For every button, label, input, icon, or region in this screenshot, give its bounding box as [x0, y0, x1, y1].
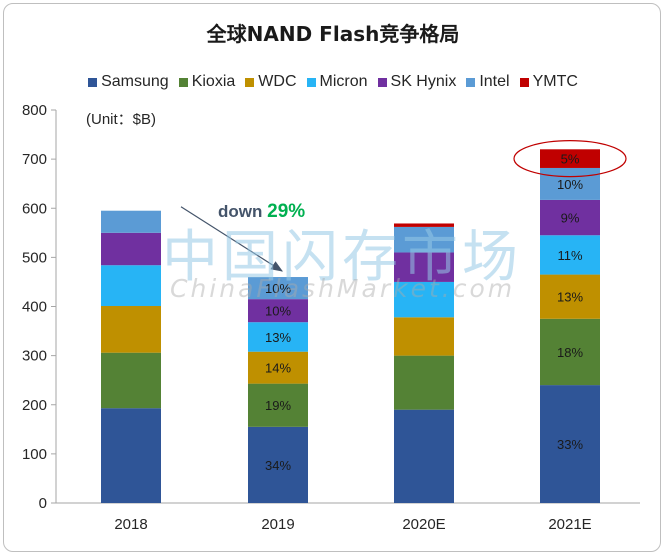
- data-label: 34%: [265, 458, 291, 473]
- legend-label: WDC: [258, 73, 297, 90]
- bar-micron-2020e: [394, 281, 454, 318]
- legend-swatch: [88, 77, 98, 87]
- bar-sk-hynix-2018: [101, 232, 161, 266]
- bar-samsung-2019: [248, 426, 308, 503]
- x-tick-label: 2019: [261, 516, 294, 533]
- legend-swatch: [178, 77, 188, 87]
- highlight-ellipse: [513, 140, 627, 178]
- legend-item-intel: Intel: [466, 73, 510, 91]
- bar-kioxia-2020e: [394, 355, 454, 410]
- x-tick-label: 2018: [114, 516, 147, 533]
- bar-kioxia-2021e: [540, 318, 600, 386]
- legend-swatch: [519, 77, 529, 87]
- bar-micron-2018: [101, 265, 161, 307]
- bar-micron-2019: [248, 322, 308, 352]
- bar-samsung-2020e: [394, 409, 454, 503]
- data-label: 14%: [265, 361, 291, 376]
- bar-kioxia-2019: [248, 383, 308, 427]
- bar-intel-2020e: [394, 226, 454, 253]
- bar-intel-2021e: [540, 167, 600, 200]
- legend-label: Samsung: [101, 73, 169, 90]
- legend-swatch: [306, 77, 316, 87]
- chart-frame: [3, 3, 661, 552]
- bar-intel-2019: [248, 277, 308, 300]
- bar-wdc-2021e: [540, 274, 600, 319]
- y-tick-label: 400: [22, 299, 47, 316]
- bar-intel-2018: [101, 210, 161, 233]
- bar-sk-hynix-2019: [248, 299, 308, 323]
- legend-label: Kioxia: [191, 73, 236, 90]
- legend-item-sk-hynix: SK Hynix: [377, 73, 457, 91]
- bar-ymtc-2020e: [394, 223, 454, 227]
- down-percentage: 29%: [267, 201, 306, 222]
- down-annotation: down 29%: [218, 201, 305, 223]
- y-tick-label: 300: [22, 348, 47, 365]
- data-label: 19%: [265, 398, 291, 413]
- y-tick-label: 700: [22, 151, 47, 168]
- legend-label: Micron: [319, 73, 368, 90]
- legend-swatch: [466, 77, 476, 87]
- legend-swatch: [377, 77, 387, 87]
- y-tick-label: 0: [39, 495, 47, 512]
- data-label: 13%: [265, 330, 291, 345]
- y-tick-label: 500: [22, 249, 47, 266]
- legend-item-ymtc: YMTC: [519, 73, 578, 91]
- y-tick-label: 200: [22, 397, 47, 414]
- bar-wdc-2020e: [394, 317, 454, 356]
- legend-label: YMTC: [532, 73, 578, 90]
- bar-ymtc-2021e: [540, 149, 600, 168]
- data-label: 13%: [557, 290, 583, 305]
- bar-samsung-2018: [101, 408, 161, 503]
- data-label: 18%: [557, 345, 583, 360]
- bar-kioxia-2018: [101, 352, 161, 409]
- down-text: down: [218, 202, 263, 221]
- data-label: 10%: [557, 177, 583, 192]
- bar-sk-hynix-2020e: [394, 252, 454, 282]
- x-tick-label: 2020E: [402, 516, 445, 533]
- legend-item-wdc: WDC: [245, 73, 297, 91]
- x-tick-label: 2021E: [548, 516, 591, 533]
- legend-label: SK Hynix: [390, 73, 457, 90]
- unit-label: (Unit：$B): [86, 111, 157, 128]
- bar-samsung-2021e: [540, 385, 600, 503]
- bar-wdc-2018: [101, 306, 161, 353]
- data-label: 10%: [265, 304, 291, 319]
- legend-swatch: [245, 77, 255, 87]
- legend-item-kioxia: Kioxia: [178, 73, 236, 91]
- y-tick-label: 100: [22, 446, 47, 463]
- legend-label: Intel: [479, 73, 510, 90]
- bar-micron-2021e: [540, 235, 600, 275]
- chart-legend: Samsung Kioxia WDC Micron SK Hynix Intel YMTC: [0, 73, 666, 91]
- chart-title: 全球NAND Flash竞争格局: [206, 22, 460, 46]
- data-label: 11%: [557, 248, 582, 263]
- legend-item-micron: Micron: [306, 73, 368, 91]
- y-tick-label: 600: [22, 200, 47, 217]
- data-label: 9%: [561, 211, 580, 226]
- data-label: 10%: [265, 281, 291, 296]
- legend-item-samsung: Samsung: [88, 73, 169, 91]
- decline-arrow: [180, 206, 284, 272]
- y-tick-label: 800: [22, 102, 47, 119]
- bar-sk-hynix-2021e: [540, 199, 600, 236]
- bar-wdc-2019: [248, 351, 308, 384]
- data-label: 33%: [557, 437, 583, 452]
- data-label: 5%: [561, 152, 580, 167]
